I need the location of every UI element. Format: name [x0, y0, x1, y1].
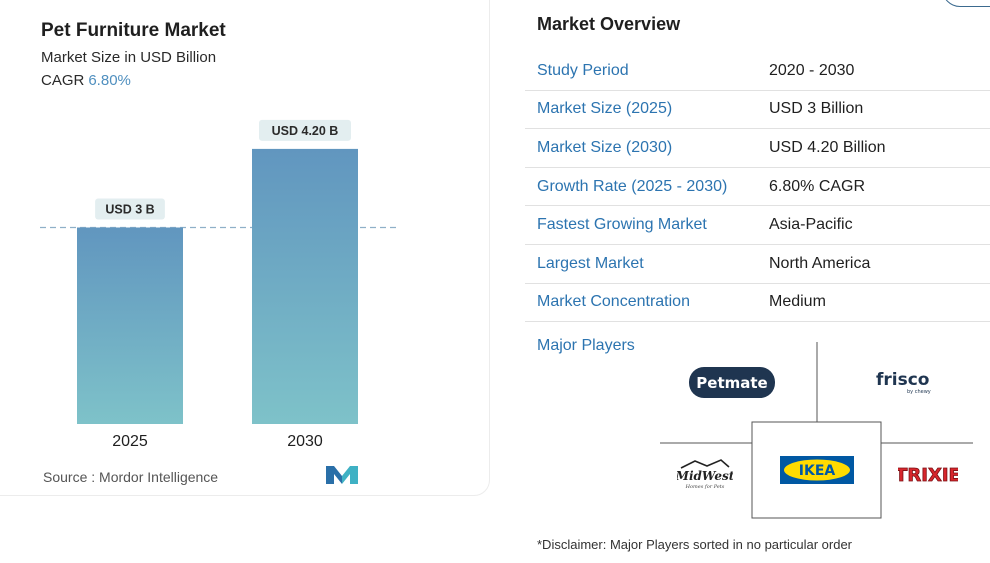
- ikea-text: IKEA: [799, 463, 836, 479]
- row-value: 6.80% CAGR: [769, 177, 866, 195]
- mordor-intelligence-logo-icon: [326, 466, 358, 484]
- data-label-bg: [95, 198, 165, 220]
- overview-table: Study Period 2020 - 2030 Market Size (202…: [525, 52, 990, 323]
- midwest-subline: Homes for Pets: [685, 484, 725, 490]
- table-row: Market Concentration Medium: [525, 284, 990, 323]
- cagr-value: 6.80%: [88, 72, 131, 89]
- row-key[interactable]: Study Period: [537, 61, 629, 79]
- disclaimer: *Disclaimer: Major Players sorted in no …: [537, 537, 853, 552]
- row-value: USD 3 Billion: [769, 100, 864, 118]
- x-tick-label: 2025: [112, 433, 148, 450]
- row-key[interactable]: Market Size (2030): [537, 138, 673, 156]
- table-row: Market Size (2030) USD 4.20 Billion: [525, 129, 990, 168]
- bar-chart: USD 3 B 2025 USD 4.20 B 2030: [40, 119, 398, 450]
- chart-cagr: CAGR 6.80%: [41, 72, 131, 89]
- table-row: Growth Rate (2025 - 2030) 6.80% CAGR: [525, 168, 990, 207]
- petmate-text: Petmate: [696, 374, 767, 392]
- row-value: Medium: [769, 293, 826, 311]
- row-key[interactable]: Growth Rate (2025 - 2030): [537, 177, 728, 195]
- frisco-logo-icon: frisco by chewy: [876, 370, 931, 395]
- frisco-text: frisco: [876, 370, 929, 390]
- ikea-logo-icon: IKEA: [780, 456, 854, 484]
- row-key[interactable]: Fastest Growing Market: [537, 216, 707, 234]
- row-value: North America: [769, 254, 871, 272]
- chart-subtitle: Market Size in USD Billion: [41, 49, 217, 66]
- chart-source: Source : Mordor Intelligence: [43, 469, 219, 485]
- chart-title: Pet Furniture Market: [41, 20, 226, 41]
- table-row: Fastest Growing Market Asia-Pacific: [525, 206, 990, 245]
- midwest-text: MidWest: [677, 469, 733, 483]
- midwest-logo-icon: MidWest Homes for Pets: [677, 459, 733, 490]
- trixie-text: TRIXIE: [898, 465, 958, 486]
- row-key[interactable]: Largest Market: [537, 254, 644, 272]
- cagr-label: CAGR: [41, 72, 85, 89]
- major-players-label[interactable]: Major Players: [537, 337, 635, 354]
- data-label: USD 3 B: [105, 203, 154, 217]
- frisco-subline: by chewy: [907, 389, 931, 395]
- row-value: 2020 - 2030: [769, 61, 855, 79]
- x-tick-label: 2030: [287, 433, 323, 450]
- trixie-logo-icon: TRIXIE: [898, 465, 958, 487]
- data-label-bg: [259, 119, 351, 141]
- petmate-logo-icon: Petmate: [689, 367, 775, 398]
- row-key[interactable]: Market Size (2025): [537, 100, 673, 118]
- bar-2025: [77, 227, 183, 424]
- row-value: Asia-Pacific: [769, 216, 853, 234]
- overview-title: Market Overview: [537, 14, 681, 34]
- row-key[interactable]: Market Concentration: [537, 293, 690, 311]
- row-value: USD 4.20 Billion: [769, 138, 886, 156]
- table-row: Largest Market North America: [525, 245, 990, 284]
- table-row: Market Size (2025) USD 3 Billion: [525, 91, 990, 130]
- table-row: Study Period 2020 - 2030: [525, 52, 990, 91]
- data-label: USD 4.20 B: [272, 124, 339, 138]
- bar-2030: [252, 148, 358, 424]
